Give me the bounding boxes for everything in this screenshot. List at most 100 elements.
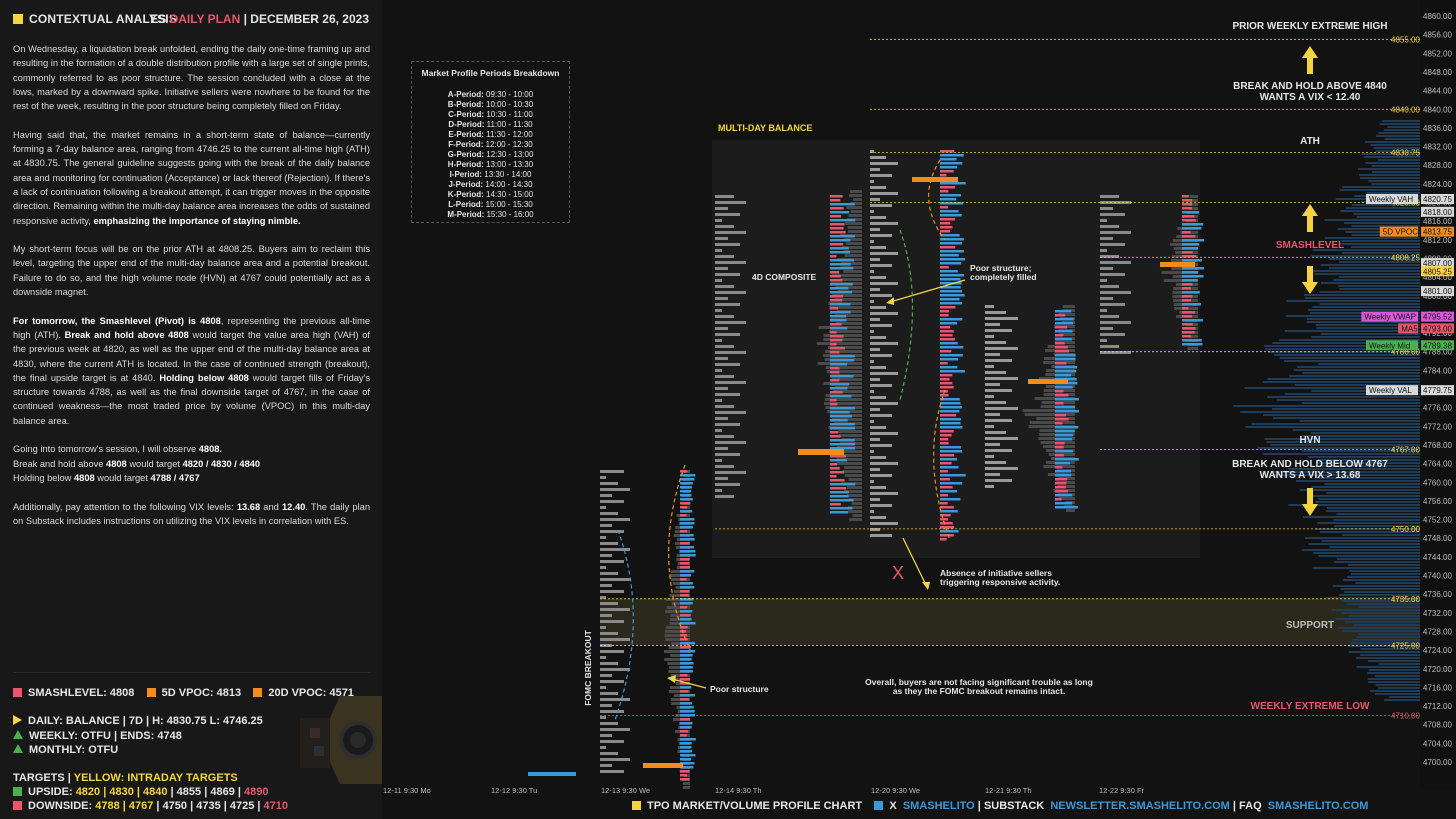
tpo-letters — [985, 395, 994, 398]
x-tick-label: 12-20 9:30 We — [871, 786, 921, 795]
profile-bar — [1341, 252, 1420, 254]
tpo-letters — [870, 438, 880, 441]
tpo-bar — [830, 251, 850, 254]
profile-bar — [1384, 138, 1420, 140]
tpo-letters — [985, 305, 994, 308]
tpo-bar — [830, 255, 837, 258]
profile-bar — [1329, 546, 1420, 548]
tpo-bar — [830, 383, 850, 386]
tpo-bar — [940, 194, 962, 197]
profile-bar — [1382, 120, 1420, 122]
profile-bar — [1333, 561, 1420, 563]
profile-bar — [1262, 453, 1420, 455]
profile-bar — [1367, 672, 1420, 674]
profile-bar — [1317, 459, 1420, 461]
tpo-bar — [1182, 235, 1196, 238]
tpo-bar — [940, 406, 962, 409]
profile-bar — [665, 626, 690, 629]
x-handle-link[interactable]: SMASHELITO — [902, 800, 975, 812]
tpo-bar — [830, 339, 843, 342]
up-arrow-icon — [1302, 204, 1318, 232]
tpo-letters — [715, 339, 722, 342]
tpo-bar — [830, 223, 845, 226]
tpo-letters — [600, 632, 618, 635]
tpo-letters — [1100, 339, 1107, 342]
tpo-letters — [870, 330, 874, 333]
faq-link[interactable]: SMASHELITO.COM — [1267, 800, 1369, 812]
tpo-letters — [870, 324, 892, 327]
profile-bar — [1318, 555, 1420, 557]
tpo-letters — [870, 396, 886, 399]
tpo-bar — [940, 190, 949, 193]
tpo-bar — [1055, 442, 1065, 445]
tpo-bar — [940, 330, 954, 333]
tag-value-bg — [1421, 258, 1454, 269]
multi-day-balance-label: MULTI-DAY BALANCE — [718, 123, 813, 133]
tpo-bar — [830, 323, 842, 326]
poor-structure-label: Poor structure — [710, 684, 769, 694]
y-tick-label: 4732.00 — [1423, 609, 1452, 618]
tpo-letters — [985, 317, 1018, 320]
tpo-bar — [830, 283, 853, 286]
profile-bar — [836, 462, 862, 465]
profile-bar — [1029, 421, 1075, 424]
tag-name-bg — [1366, 385, 1418, 396]
tag-value: 4795.52 — [1423, 313, 1452, 322]
legend-period-row: G-Period: 12:30 - 13:00 — [447, 150, 534, 159]
tpo-letters — [715, 489, 722, 492]
tag-value-bg — [1421, 226, 1454, 237]
profile-bar — [1370, 690, 1420, 692]
tpo-bar — [680, 750, 693, 753]
tpo-letters — [985, 461, 1006, 464]
weekly-extreme-low-label: WEEKLY EXTREME LOW — [1250, 701, 1370, 712]
profile-bar — [1304, 297, 1420, 299]
tpo-bar — [1182, 331, 1195, 334]
tpo-bar — [1055, 398, 1079, 401]
profile-bar — [1367, 678, 1420, 680]
profile-bar — [823, 338, 862, 341]
tpo-letters — [870, 204, 892, 207]
tpo-letters — [870, 426, 886, 429]
tpo-letters — [870, 300, 874, 303]
substack-link[interactable]: NEWSLETTER.SMASHELITO.COM — [1050, 800, 1230, 812]
tpo-bar — [830, 203, 855, 206]
tpo-bar — [1182, 323, 1193, 326]
profile-bar — [1341, 240, 1420, 242]
profile-bar — [1299, 489, 1420, 491]
tpo-bar — [940, 186, 955, 189]
tpo-bar — [940, 274, 965, 277]
profile-bar — [1356, 666, 1420, 668]
tpo-bar — [940, 538, 947, 541]
tpo-bar — [1055, 466, 1063, 469]
profile-bar — [1346, 576, 1420, 578]
tpo-letters — [715, 225, 734, 228]
tpo-letters — [715, 255, 734, 258]
poc-bar — [798, 449, 844, 455]
profile-bar — [1312, 249, 1420, 251]
profile-bar — [1288, 468, 1420, 470]
y-tick-label: 4768.00 — [1423, 441, 1452, 450]
tpo-bar — [680, 734, 687, 737]
tpo-bar — [830, 227, 844, 230]
tpo-bar — [680, 634, 688, 637]
profile-bar — [1272, 408, 1420, 410]
profile-bar — [1326, 507, 1420, 509]
profile-bar — [1350, 246, 1420, 248]
hvn-label: HVN — [1299, 435, 1321, 446]
tpo-bar — [680, 574, 692, 577]
tpo-bar — [940, 398, 960, 401]
poor-structure-filled-label: Poor structure; completely filled — [970, 263, 1037, 282]
profile-bar — [1273, 354, 1420, 356]
tpo-bar — [940, 494, 949, 497]
tpo-bar — [680, 562, 690, 565]
tpo-letters — [870, 192, 898, 195]
tpo-bar — [940, 210, 959, 213]
tpo-letters — [600, 578, 630, 581]
tag-value-bg — [1421, 385, 1454, 396]
profile-bar — [1301, 402, 1420, 404]
tpo-bar — [940, 478, 950, 481]
tpo-bar — [680, 550, 696, 553]
tpo-letters — [985, 389, 1012, 392]
tpo-letters — [985, 455, 994, 458]
